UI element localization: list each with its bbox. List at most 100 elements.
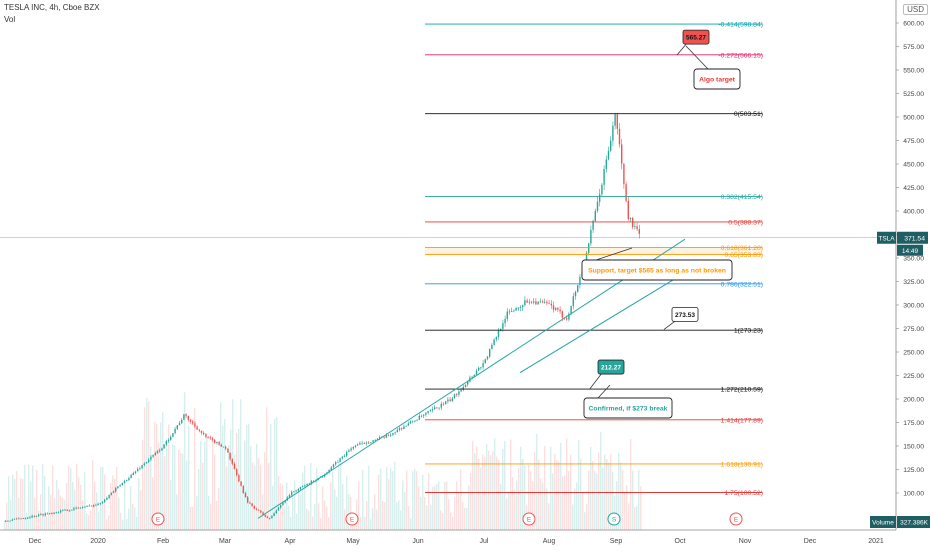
candle-body xyxy=(398,428,401,430)
volume-bar xyxy=(288,505,290,530)
volume-bar xyxy=(606,459,608,530)
volume-bar xyxy=(398,500,400,530)
labels-layer: 565.27 273.53 212.27 Algo target Support, ta… xyxy=(581,29,741,419)
candle xyxy=(568,311,570,322)
candle-body xyxy=(299,486,302,490)
volume-bar xyxy=(302,472,304,530)
candle xyxy=(537,300,539,305)
volume-bar xyxy=(502,449,504,530)
price-callout: 212.27 xyxy=(589,359,625,389)
candle xyxy=(211,436,214,442)
candle-body xyxy=(13,518,16,520)
volume-bar xyxy=(406,470,408,530)
price-tick-label: 125.00 xyxy=(903,467,924,474)
candle xyxy=(99,502,101,505)
candle xyxy=(280,504,282,509)
candle-body xyxy=(436,407,438,409)
volume-bar xyxy=(58,489,60,530)
volume-bar xyxy=(214,454,216,530)
candle-body xyxy=(423,414,425,416)
candle-body xyxy=(211,438,214,440)
volume-bar xyxy=(276,417,278,530)
candle-body xyxy=(368,442,370,444)
volume-bar xyxy=(466,508,468,530)
candle xyxy=(150,455,152,462)
candle-body xyxy=(198,429,200,431)
candle-body xyxy=(579,276,581,286)
price-callout-box xyxy=(597,359,625,375)
currency-button[interactable]: USD xyxy=(903,4,928,15)
volume-bar xyxy=(36,469,38,530)
candle-body xyxy=(64,509,66,511)
candle-body xyxy=(504,318,506,324)
volume-bar xyxy=(282,485,284,530)
volume-bar xyxy=(522,458,524,530)
candle xyxy=(434,405,436,410)
candle xyxy=(453,393,456,399)
candle xyxy=(101,501,104,505)
candle xyxy=(390,433,392,438)
volume-bar xyxy=(484,456,486,530)
candle-body xyxy=(167,439,170,442)
time-tick-label: Mar xyxy=(219,538,232,545)
candle-body xyxy=(233,463,236,470)
candle xyxy=(495,336,497,342)
candle-body xyxy=(90,505,93,507)
volume-bar xyxy=(182,453,184,530)
candle xyxy=(42,513,44,517)
candle xyxy=(376,438,379,440)
candle xyxy=(451,396,453,402)
time-tick-label: Dec xyxy=(29,538,42,545)
candle-body xyxy=(22,518,24,519)
candle-body xyxy=(324,474,326,477)
candle-body xyxy=(5,521,7,522)
candle-body xyxy=(537,301,539,305)
volume-bar xyxy=(514,489,516,530)
time-tick-label: Aug xyxy=(543,538,556,545)
volume-bar xyxy=(428,473,430,530)
volume-bar xyxy=(558,461,560,530)
time-tick-label: Sep xyxy=(610,538,623,545)
candle xyxy=(539,298,541,303)
candle-body xyxy=(139,468,141,469)
candle-body xyxy=(447,399,449,402)
candle xyxy=(625,181,627,203)
volume-bar xyxy=(8,476,10,530)
fib-level-label: -0.272(566.15) xyxy=(718,52,763,59)
candle xyxy=(293,491,295,493)
candle-body xyxy=(35,515,38,517)
candle xyxy=(601,182,603,197)
candle xyxy=(161,447,163,451)
candle xyxy=(29,515,31,519)
candle xyxy=(429,409,431,412)
candle xyxy=(130,473,132,479)
event-marker-circle xyxy=(345,512,359,526)
candle xyxy=(13,518,16,520)
candle-body xyxy=(115,488,117,492)
candle xyxy=(638,224,640,239)
candle xyxy=(511,307,513,313)
volume-bar xyxy=(198,468,200,530)
candle-body xyxy=(108,494,110,498)
volume-bar xyxy=(362,469,364,530)
candle xyxy=(559,306,561,314)
volume-bar xyxy=(120,512,122,530)
candle-body xyxy=(225,446,227,449)
candle xyxy=(405,425,407,427)
price-tick-label: 400.00 xyxy=(903,209,924,216)
volume-bar xyxy=(38,510,40,530)
candle-body xyxy=(341,456,343,459)
volume-bar xyxy=(230,429,232,530)
candle-body xyxy=(464,384,467,387)
volume-bar xyxy=(46,516,48,530)
candle-body xyxy=(130,474,132,479)
volume-bar xyxy=(286,482,288,530)
volume-bar xyxy=(320,518,322,530)
candle-body xyxy=(62,510,64,512)
fib-band xyxy=(425,247,762,255)
volume-bar xyxy=(370,519,372,530)
annotation-callout: Confirmed, if $273 break xyxy=(583,384,673,419)
candle-body xyxy=(183,414,185,420)
